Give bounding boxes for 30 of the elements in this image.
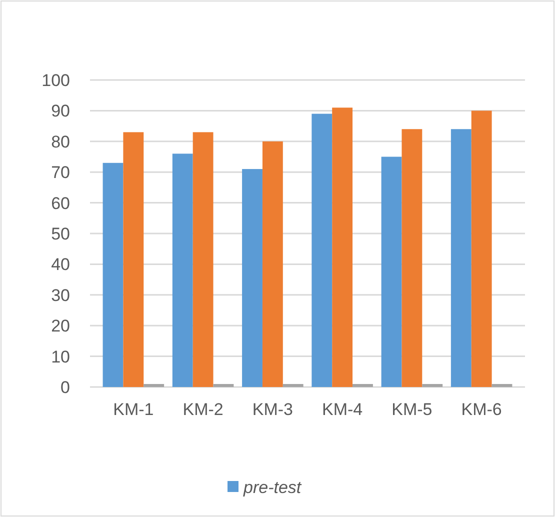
bar <box>381 156 402 387</box>
y-tick-label: 20 <box>51 316 70 336</box>
bar <box>192 132 214 387</box>
y-tick-label: 10 <box>51 347 70 366</box>
x-tick-label: KM-6 <box>461 400 502 419</box>
y-tick-label: 90 <box>51 102 70 121</box>
bar <box>402 129 422 387</box>
legend-label: pre-test <box>242 478 302 497</box>
x-tick-label: KM-2 <box>182 400 224 419</box>
bar <box>123 132 144 387</box>
x-tick-label: KM-3 <box>252 400 293 419</box>
x-tick-label: KM-5 <box>392 400 432 419</box>
x-tick-label: KM-1 <box>113 400 154 419</box>
bar <box>102 162 124 387</box>
bar <box>262 141 283 387</box>
bar <box>312 114 332 387</box>
bar <box>471 110 492 387</box>
bar <box>332 108 353 387</box>
y-tick-label: 100 <box>42 70 70 90</box>
y-tick-label: 60 <box>51 194 70 213</box>
y-tick-label: 50 <box>51 224 70 244</box>
y-tick-label: 40 <box>51 255 70 274</box>
y-tick-label: 30 <box>51 286 70 305</box>
bar <box>242 169 262 387</box>
y-tick-label: 0 <box>60 378 70 397</box>
x-tick-label: KM-4 <box>322 400 363 419</box>
y-tick-label: 80 <box>51 132 70 152</box>
y-tick-label: 70 <box>51 163 70 182</box>
bar <box>172 154 193 387</box>
bar <box>450 129 472 387</box>
